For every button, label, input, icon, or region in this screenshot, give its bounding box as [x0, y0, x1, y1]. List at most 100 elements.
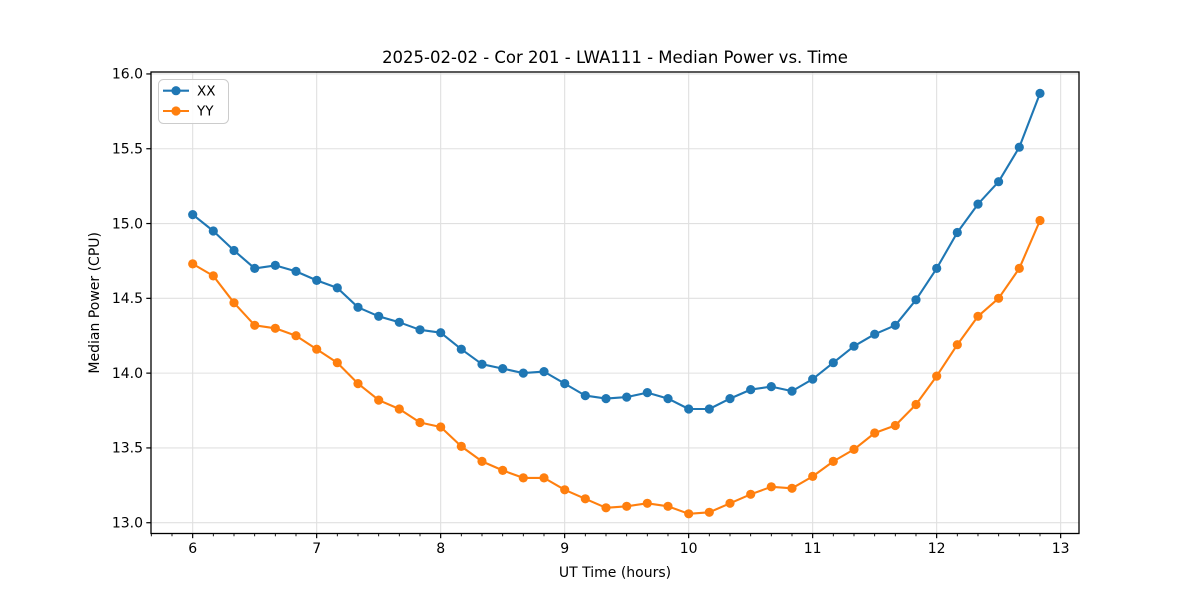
- data-point-xx: [332, 283, 342, 293]
- data-point-yy: [622, 501, 632, 511]
- data-point-yy: [642, 498, 652, 508]
- data-point-yy: [684, 509, 694, 519]
- data-point-xx: [952, 227, 962, 238]
- data-point-yy: [787, 483, 797, 493]
- data-point-yy: [580, 494, 590, 504]
- data-point-xx: [580, 391, 590, 401]
- data-point-xx: [518, 368, 528, 378]
- data-point-xx: [828, 358, 838, 368]
- data-point-yy: [518, 473, 528, 483]
- chart-title: 2025-02-02 - Cor 201 - LWA111 - Median P…: [382, 48, 848, 67]
- data-point-xx: [601, 394, 611, 404]
- data-point-yy: [394, 404, 404, 414]
- y-tick-label: 13.5: [112, 441, 143, 457]
- data-point-xx: [208, 226, 218, 236]
- data-point-xx: [291, 266, 301, 276]
- data-point-yy: [374, 395, 384, 405]
- data-point-xx: [1035, 88, 1045, 98]
- data-point-yy: [477, 456, 487, 466]
- data-point-yy: [539, 473, 549, 483]
- data-point-xx: [456, 344, 466, 354]
- y-tick-label: 15.0: [112, 216, 143, 232]
- data-point-yy: [952, 340, 962, 350]
- y-tick-label: 16.0: [112, 67, 143, 83]
- data-point-xx: [560, 379, 570, 389]
- x-tick-label: 12: [928, 541, 946, 557]
- data-point-yy: [973, 311, 983, 321]
- data-point-yy: [250, 320, 260, 330]
- data-point-yy: [498, 465, 508, 475]
- data-point-xx: [766, 382, 776, 392]
- data-point-xx: [394, 317, 404, 327]
- legend-label-yy: YY: [196, 104, 214, 120]
- data-point-yy: [932, 371, 942, 381]
- data-point-xx: [353, 302, 363, 312]
- data-point-xx: [622, 392, 632, 402]
- data-point-xx: [642, 388, 652, 398]
- x-tick-label: 8: [436, 541, 445, 557]
- data-point-xx: [870, 329, 880, 339]
- data-point-xx: [787, 386, 797, 396]
- x-tick-label: 6: [188, 541, 197, 557]
- data-series: [188, 88, 1045, 519]
- data-point-yy: [415, 417, 425, 428]
- x-tick-label: 11: [804, 541, 822, 557]
- y-tick-label: 15.5: [112, 142, 143, 158]
- tick-labels: 6 7 8 9 10 11 12 13 13.0 13.5 14.0 14.5 15.0 15.5 16.0: [112, 67, 1070, 557]
- data-point-yy: [456, 441, 466, 451]
- data-point-yy: [1035, 215, 1045, 226]
- data-point-xx: [270, 260, 280, 270]
- data-point-yy: [994, 293, 1004, 303]
- data-point-xx: [704, 404, 714, 414]
- data-point-yy: [601, 503, 611, 513]
- data-point-xx: [415, 325, 425, 335]
- y-tick-label: 14.0: [112, 366, 143, 382]
- data-point-yy: [725, 498, 735, 508]
- data-point-yy: [332, 358, 342, 368]
- data-point-xx: [312, 275, 322, 285]
- data-point-yy: [704, 507, 714, 517]
- data-point-yy: [353, 379, 363, 389]
- data-point-xx: [973, 199, 983, 209]
- data-point-yy: [229, 298, 239, 308]
- data-point-xx: [188, 210, 198, 220]
- data-point-yy: [849, 444, 859, 454]
- data-point-yy: [1014, 263, 1024, 273]
- data-point-yy: [766, 482, 776, 492]
- legend-label-xx: XX: [197, 83, 216, 99]
- data-point-xx: [890, 320, 900, 330]
- data-point-xx: [725, 394, 735, 404]
- data-point-yy: [828, 456, 838, 466]
- y-tick-label: 14.5: [112, 291, 143, 307]
- x-tick-label: 10: [680, 541, 698, 557]
- x-tick-label: 7: [312, 541, 321, 557]
- gridlines: [151, 72, 1079, 534]
- legend-box: [158, 79, 229, 124]
- legend-marker-xx: [171, 86, 181, 96]
- data-point-yy: [890, 420, 900, 431]
- data-point-yy: [208, 271, 218, 281]
- data-point-xx: [374, 311, 384, 321]
- data-point-xx: [498, 364, 508, 374]
- data-point-yy: [911, 399, 921, 410]
- data-point-yy: [312, 344, 322, 354]
- data-point-yy: [746, 489, 756, 499]
- legend-marker-yy: [171, 106, 181, 116]
- data-point-yy: [436, 422, 446, 432]
- legend: XX YY: [158, 79, 229, 124]
- data-point-yy: [270, 323, 280, 333]
- data-point-xx: [663, 394, 673, 404]
- data-point-yy: [291, 331, 301, 341]
- data-point-yy: [870, 428, 880, 438]
- y-tick-label: 13.0: [112, 516, 143, 532]
- data-point-yy: [560, 485, 570, 495]
- data-point-xx: [911, 295, 921, 305]
- data-point-xx: [746, 385, 756, 395]
- data-point-xx: [229, 245, 239, 256]
- data-point-xx: [808, 374, 818, 384]
- data-point-xx: [539, 367, 549, 377]
- x-tick-label: 13: [1052, 541, 1070, 557]
- y-axis-label: Median Power (CPU): [87, 232, 103, 374]
